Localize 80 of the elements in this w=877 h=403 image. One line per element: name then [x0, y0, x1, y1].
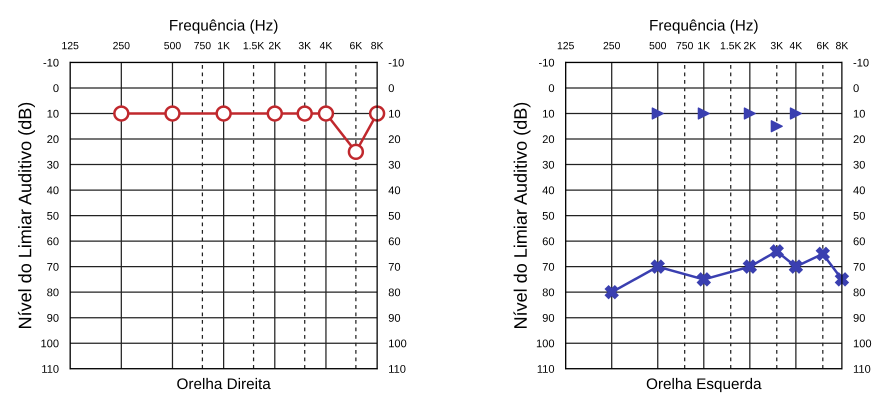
y2-tick-label: 70: [388, 262, 400, 271]
y-tick-label: 90: [47, 314, 59, 322]
y2-tick-label: 60: [388, 237, 400, 246]
x-axis-title: Frequência (Hz): [650, 19, 758, 34]
y-tick-label: -10: [43, 58, 59, 67]
x-tick-label: 125: [62, 42, 78, 50]
y2-tick-label: 110: [389, 365, 406, 373]
x-tick-label: 8K: [836, 42, 848, 50]
x-tick-label: 250: [604, 42, 620, 50]
y-tick-label: 60: [542, 237, 554, 246]
y-tick-label: 100: [536, 339, 554, 348]
y-tick-label: 0: [53, 84, 59, 92]
x-tick-label: 6K: [816, 42, 830, 50]
y2-tick-label: 20: [388, 135, 400, 144]
y2-tick-label: 60: [854, 237, 865, 246]
y-tick-label: 50: [542, 212, 554, 220]
x-tick-label: 750: [194, 42, 211, 50]
x-tick-label: 2K: [268, 42, 282, 50]
y2-tick-label: 40: [853, 186, 865, 194]
y2-tick-label: 90: [388, 314, 400, 322]
x-tick-label: 4K: [320, 42, 332, 50]
text: Orelha Esquerda: [646, 378, 762, 392]
y-tick-label: 10: [48, 110, 59, 118]
y-tick-label: 110: [538, 365, 554, 373]
y2-tick-label: 90: [854, 314, 865, 322]
x-tick-label: 1K: [218, 42, 230, 50]
y-tick-label: 70: [47, 262, 59, 271]
y-tick-label: 0: [548, 84, 554, 92]
x-tick-label: 2K: [744, 42, 756, 50]
y2-tick-label: 80: [854, 288, 865, 296]
y-tick-label: 100: [41, 339, 59, 348]
y2-tick-label: 80: [388, 288, 400, 296]
y2-tick-label: 50: [388, 212, 400, 220]
x-tick-label: 500: [649, 42, 666, 50]
x-tick-label: 125: [558, 42, 574, 50]
y-tick-label: 60: [47, 237, 59, 246]
x-tick-label: 1K: [698, 42, 710, 50]
y-tick-label: 10: [543, 110, 554, 118]
x-tick-label: 6K: [350, 42, 362, 50]
text: Orelha Direita: [177, 378, 271, 390]
y2-tick-label: 10: [854, 110, 865, 118]
y-axis-title: Nível do Limiar Auditivo (dB): [18, 102, 35, 328]
y-tick-label: 80: [47, 288, 59, 296]
x-tick-label: 1.5K: [720, 42, 742, 50]
y2-tick-label: 0: [388, 84, 394, 92]
x-tick-label: 3K: [770, 42, 784, 50]
x-axis-title: Frequência (Hz): [170, 19, 278, 34]
y2-tick-label: -10: [854, 58, 869, 67]
x-tick-label: 1.5K: [244, 42, 264, 50]
x-tick-label: 500: [164, 42, 181, 50]
y2-tick-label: 100: [854, 339, 872, 348]
y2-tick-label: 40: [388, 186, 400, 194]
y2-tick-label: 50: [853, 212, 865, 220]
y-axis-title: Nível do Limiar Auditivo (dB): [513, 102, 530, 328]
y-tick-label: 90: [542, 314, 554, 322]
y2-tick-label: 70: [854, 262, 865, 271]
y2-tick-label: 0: [853, 84, 859, 92]
x-tick-label: 8K: [371, 42, 384, 50]
y-tick-label: 80: [542, 288, 554, 296]
x-tick-label: 3K: [298, 42, 311, 50]
y2-tick-label: -10: [388, 58, 404, 67]
y-tick-label: -10: [538, 58, 554, 67]
y2-tick-label: 10: [389, 110, 400, 118]
y2-tick-label: 30: [388, 160, 400, 169]
x-tick-label: 4K: [790, 42, 802, 50]
x-tick-label: 250: [113, 42, 130, 50]
y-tick-label: 40: [46, 186, 59, 194]
y2-tick-label: 30: [853, 160, 865, 169]
y-tick-label: 40: [542, 186, 554, 194]
y-tick-label: 30: [47, 160, 59, 169]
y2-tick-label: 20: [854, 135, 865, 144]
y-tick-label: 30: [542, 160, 554, 169]
y-tick-label: 110: [42, 365, 59, 373]
y-tick-label: 70: [542, 262, 554, 271]
x-tick-label: 750: [676, 42, 693, 50]
y-tick-label: 20: [47, 135, 59, 144]
y2-tick-label: 100: [389, 339, 406, 348]
y-tick-label: 50: [47, 212, 59, 220]
y-tick-label: 20: [542, 135, 554, 144]
y2-tick-label: 110: [854, 365, 870, 373]
